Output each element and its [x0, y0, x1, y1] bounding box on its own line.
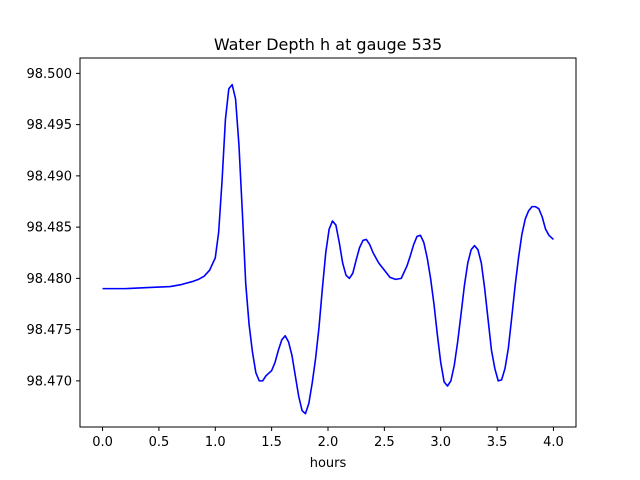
x-tick-label: 0.5: [149, 435, 170, 450]
x-tick-label: 1.0: [205, 435, 226, 450]
x-axis-ticks: 0.0 0.5 1.0 1.5 2.0 2.5 3.0 3.5 4.0: [92, 427, 564, 450]
y-axis-ticks: 98.470 98.475 98.480 98.485 98.490 98.495 98.5…: [27, 67, 80, 389]
x-tick-label: 4.0: [543, 435, 564, 450]
y-tick-label: 98.495: [27, 118, 73, 133]
y-tick-label: 98.490: [27, 169, 73, 184]
y-tick-label: 98.470: [27, 374, 73, 389]
x-tick-label: 3.5: [487, 435, 508, 450]
x-tick-label: 2.0: [318, 435, 339, 450]
y-tick-label: 98.475: [27, 323, 73, 338]
series-layer: [102, 83, 554, 415]
x-tick-label: 1.5: [261, 435, 282, 450]
x-tick-label: 3.0: [430, 435, 451, 450]
x-tick-label: 2.5: [374, 435, 395, 450]
y-tick-label: 98.500: [27, 67, 73, 82]
series-line: [102, 83, 554, 415]
x-tick-label: 0.0: [92, 435, 113, 450]
chart-title: Water Depth h at gauge 535: [214, 35, 442, 54]
y-tick-label: 98.485: [27, 221, 73, 236]
x-axis-label: hours: [310, 456, 347, 471]
y-tick-label: 98.480: [27, 272, 73, 287]
